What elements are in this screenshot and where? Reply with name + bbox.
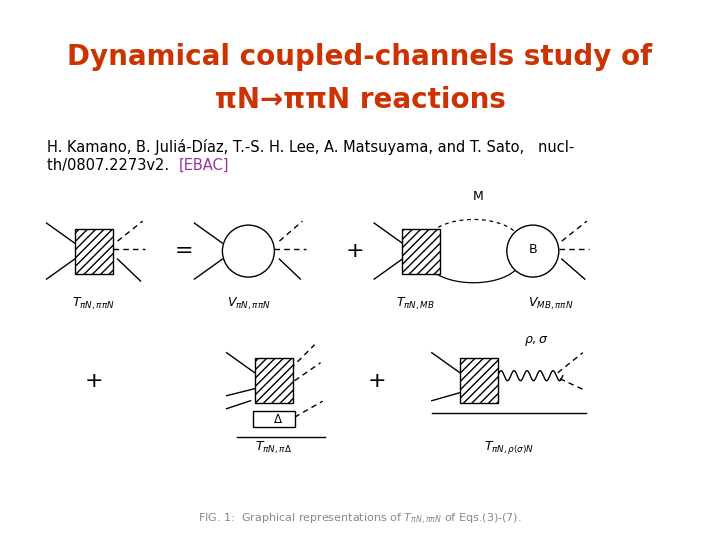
Text: $T_{\pi N,\pi\Delta}$: $T_{\pi N,\pi\Delta}$ [255, 439, 292, 456]
Text: Dynamical coupled-channels study of: Dynamical coupled-channels study of [68, 43, 652, 71]
Text: B: B [528, 242, 537, 255]
Text: πN→ππN reactions: πN→ππN reactions [215, 86, 505, 114]
Text: +: + [84, 370, 103, 391]
Bar [402, 228, 440, 274]
Text: $\rho,\sigma$: $\rho,\sigma$ [523, 334, 548, 348]
Text: th/0807.2273v2.: th/0807.2273v2. [47, 158, 174, 173]
Circle shape [507, 225, 559, 277]
Text: +: + [346, 241, 364, 261]
Text: $V_{\pi N,\pi\pi N}$: $V_{\pi N,\pi\pi N}$ [227, 295, 270, 312]
Circle shape [222, 225, 274, 277]
Bar [75, 228, 112, 274]
Text: M: M [473, 190, 484, 203]
Text: $T_{\pi N,MB}$: $T_{\pi N,MB}$ [396, 295, 435, 312]
Bar [253, 411, 294, 427]
Text: H. Kamano, B. Juliá-Díaz, T.-S. H. Lee, A. Matsuyama, and T. Sato,   nucl-: H. Kamano, B. Juliá-Díaz, T.-S. H. Lee, … [47, 139, 574, 155]
Text: [EBAC]: [EBAC] [179, 158, 229, 173]
Text: $V_{MB,\pi\pi N}$: $V_{MB,\pi\pi N}$ [528, 295, 574, 312]
Text: +: + [367, 370, 386, 391]
Text: $T_{\pi N,\rho(\sigma)N}$: $T_{\pi N,\rho(\sigma)N}$ [484, 439, 534, 456]
Bar [460, 358, 498, 403]
Text: $T_{\pi N,\pi\pi N}$: $T_{\pi N,\pi\pi N}$ [72, 295, 115, 312]
Bar [255, 358, 292, 403]
Text: FIG. 1:  Graphical representations of $T_{\pi N, \pi\pi N}$ of Eqs.(3)-(7).: FIG. 1: Graphical representations of $T_… [198, 512, 522, 527]
Text: =: = [174, 241, 193, 261]
Text: $\Delta$: $\Delta$ [273, 413, 282, 426]
